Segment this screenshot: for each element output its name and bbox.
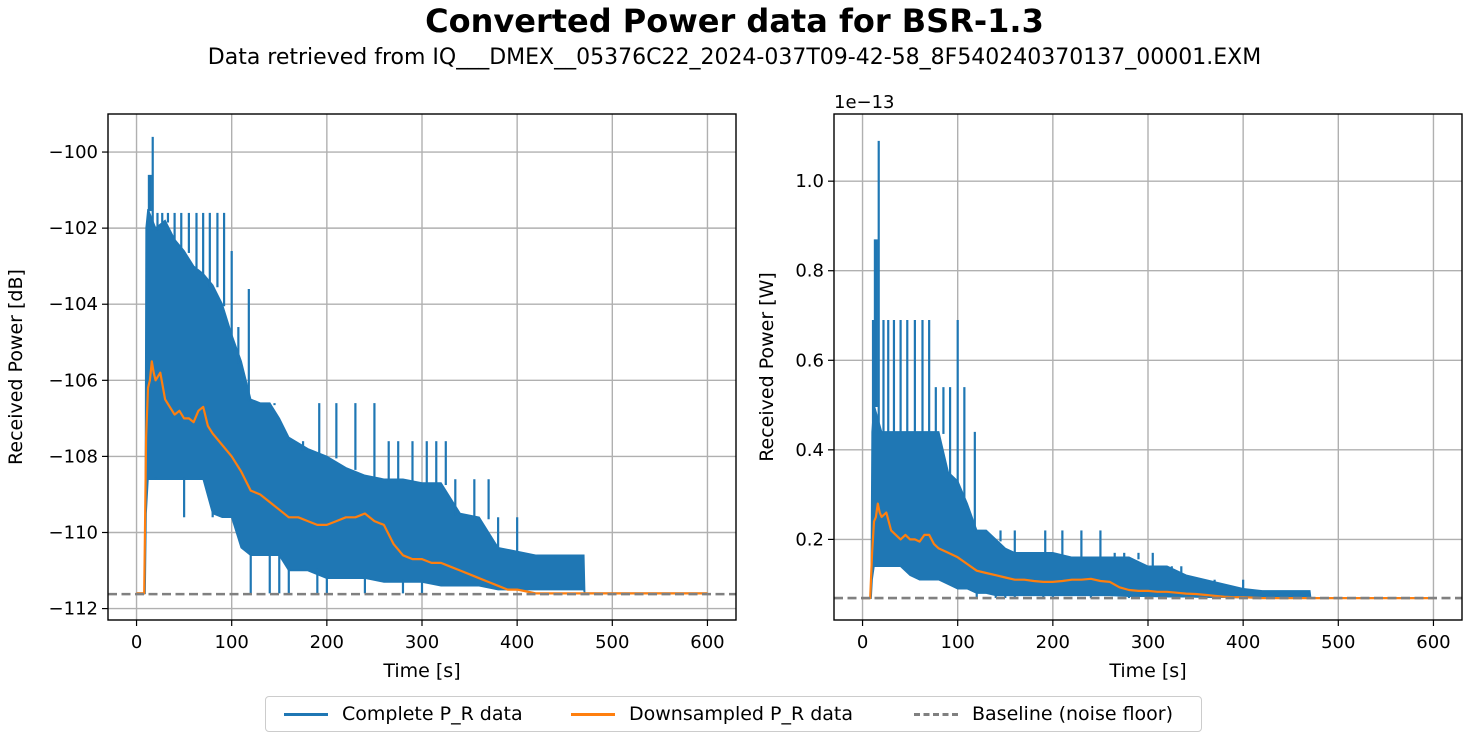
legend-swatch-baseline	[914, 712, 958, 716]
y-tick-label: −102	[49, 218, 98, 239]
y-tick-label: −112	[49, 599, 98, 620]
chart-1: 0 100 200 300 400 500 600 −112 −110 −108 −106 −104 −…	[5, 113, 737, 682]
x-tick-label: 500	[595, 632, 629, 653]
y-tick-label: −106	[49, 370, 98, 391]
x-tick-label: 400	[500, 632, 534, 653]
legend-label-downsampled: Downsampled P_R data	[629, 703, 854, 725]
figure-title: Converted Power data for BSR-1.3	[425, 2, 1044, 40]
y-offset-label: 1e−13	[834, 92, 895, 113]
x-axis-label: Time [s]	[1108, 660, 1186, 682]
y-tick-label: 0.6	[795, 350, 824, 371]
legend: Complete P_R data Downsampled P_R data Bas…	[265, 696, 1202, 732]
legend-swatch-downsampled	[571, 712, 615, 716]
y-tick-label: 0.8	[795, 261, 824, 282]
legend-swatch-complete	[284, 712, 328, 716]
legend-item-baseline: Baseline (noise floor)	[914, 697, 1173, 731]
y-tick-label: 0.4	[795, 440, 824, 461]
plot-area	[834, 140, 1462, 600]
x-tick-label: 0	[857, 632, 868, 653]
x-tick-label: 100	[215, 632, 249, 653]
x-tick-label: 300	[405, 632, 439, 653]
y-axis-label: Received Power [dB]	[5, 269, 27, 465]
y-tick-label: −100	[49, 142, 98, 163]
y-tick-label: 1.0	[795, 171, 824, 192]
x-tick-label: 100	[941, 632, 975, 653]
y-tick-label: −104	[49, 294, 98, 315]
chart-2: 0 100 200 300 400 500 600 0.2 0.4 0.6 0.8 1.0 Time […	[756, 92, 1463, 682]
x-tick-label: 600	[1416, 632, 1450, 653]
x-tick-label: 200	[1036, 632, 1070, 653]
plot-area	[108, 136, 736, 596]
series-downsampled-line	[136, 360, 708, 595]
x-tick-label: 200	[310, 632, 344, 653]
y-tick-label: −108	[49, 446, 98, 467]
figure-subtitle: Data retrieved from IQ___DMEX__05376C22_…	[207, 45, 1262, 70]
legend-item-complete: Complete P_R data	[284, 697, 523, 731]
legend-label-complete: Complete P_R data	[342, 703, 523, 725]
legend-label-baseline: Baseline (noise floor)	[972, 703, 1174, 725]
x-axis-label: Time [s]	[382, 660, 460, 682]
x-tick-label: 400	[1226, 632, 1260, 653]
x-tick-label: 300	[1131, 632, 1165, 653]
x-tick-label: 600	[690, 632, 724, 653]
x-tick-label: 500	[1321, 632, 1355, 653]
y-axis-label: Received Power [W]	[756, 272, 778, 462]
y-tick-label: 0.2	[795, 529, 824, 550]
y-tick-label: −110	[49, 522, 98, 543]
legend-item-downsampled: Downsampled P_R data	[571, 697, 853, 731]
x-tick-label: 0	[131, 632, 142, 653]
